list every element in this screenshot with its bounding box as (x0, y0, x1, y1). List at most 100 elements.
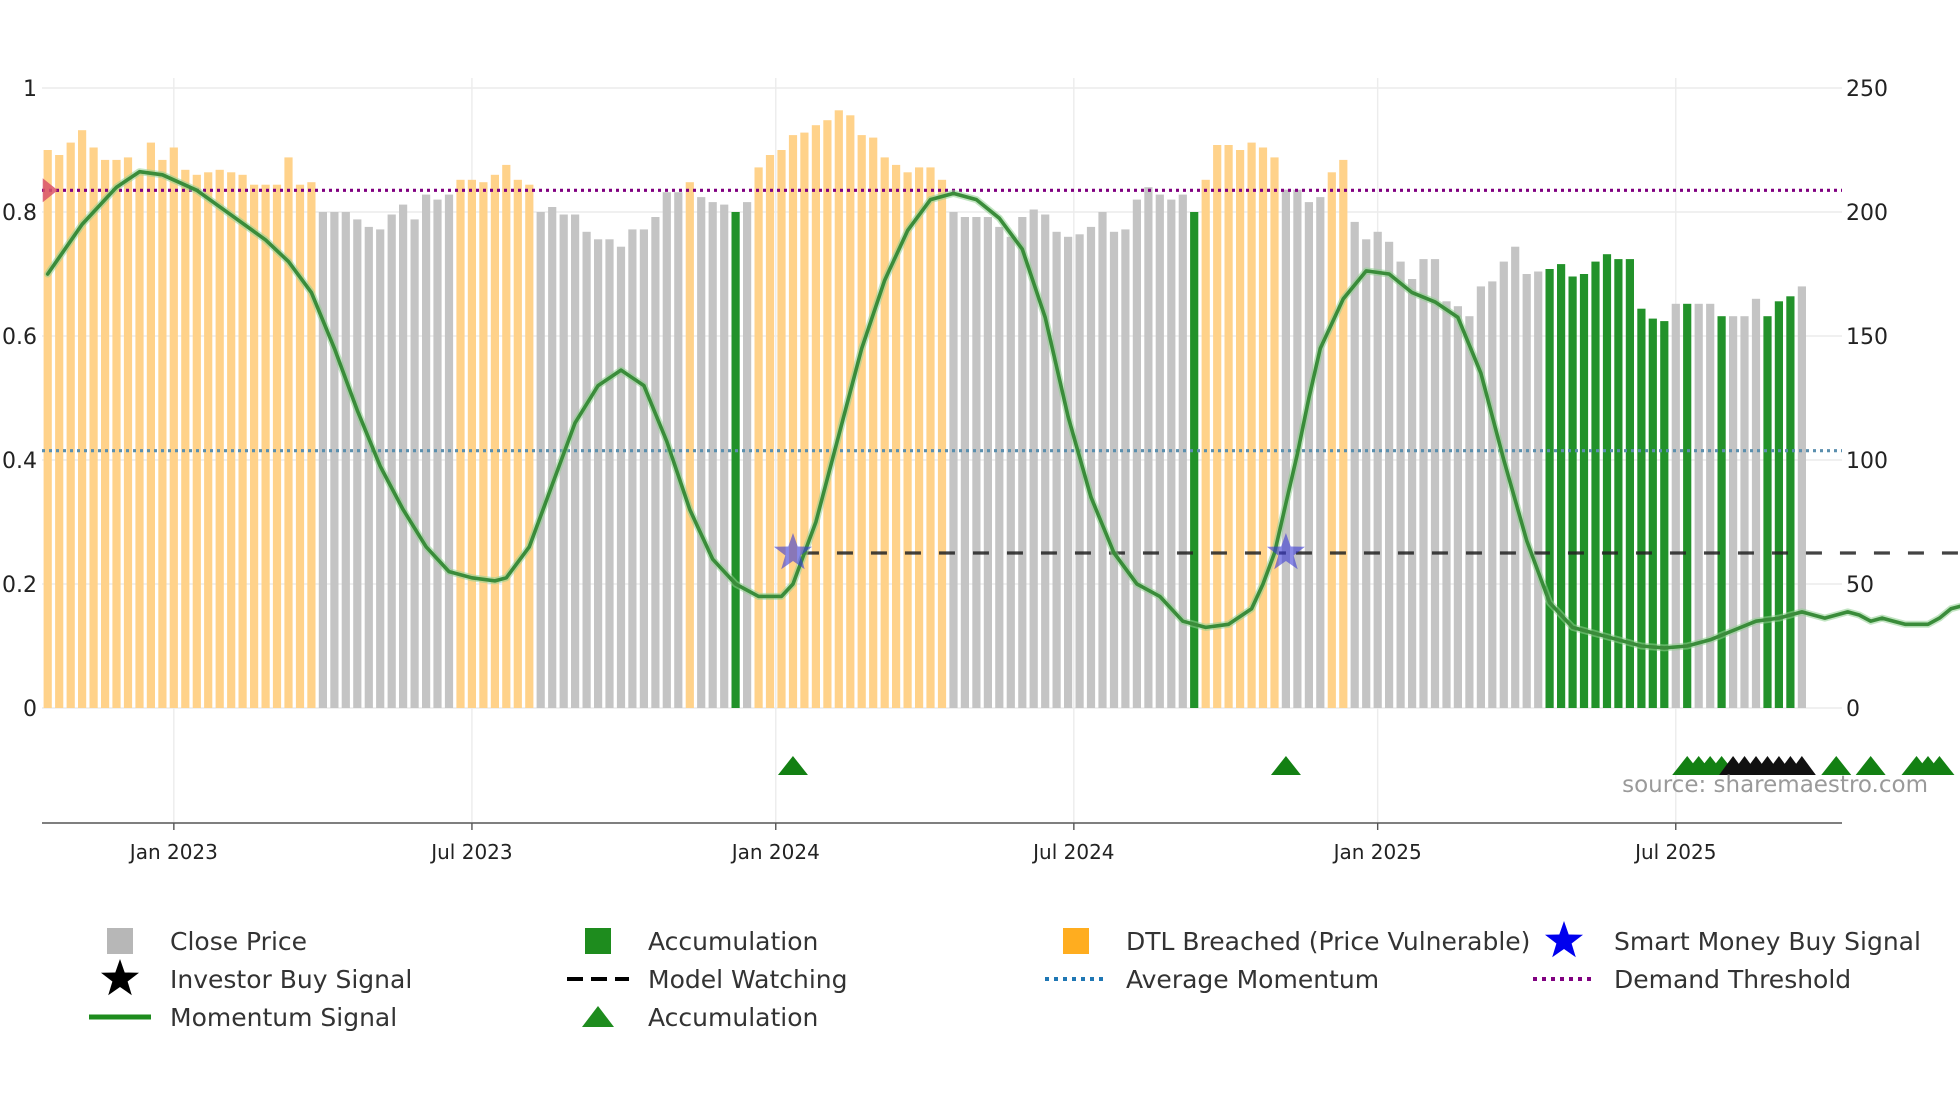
price-bar-3 (78, 130, 87, 708)
price-bar-47 (582, 231, 591, 709)
price-bar-102 (1213, 145, 1222, 708)
price-bar-125 (1476, 286, 1485, 708)
momentum-signal-line (45, 169, 1960, 650)
price-bar-73 (880, 157, 889, 708)
price-bar-95 (1132, 199, 1141, 708)
price-bar-94 (1121, 229, 1130, 708)
smart-money-star-1 (1266, 533, 1305, 570)
legend-swatch-3 (1545, 921, 1583, 958)
price-bar-39 (490, 174, 499, 709)
price-bar-121 (1430, 259, 1440, 708)
price-bar-143 (1683, 303, 1692, 708)
x-tick-label-1: Jul 2023 (429, 840, 512, 864)
legend-item-3: Smart Money Buy Signal (1545, 921, 1921, 958)
price-bar-77 (926, 167, 935, 708)
price-bar-92 (1098, 212, 1107, 708)
price-bar-126 (1488, 281, 1497, 708)
left-tick-label-1: 0.2 (2, 573, 37, 598)
price-bar-51 (628, 229, 637, 708)
price-bar-55 (674, 192, 683, 708)
price-bar-20 (272, 184, 282, 708)
price-bar-38 (479, 182, 488, 708)
price-bar-149 (1751, 298, 1761, 708)
price-bar-9 (146, 142, 155, 709)
legend-swatch-2 (1063, 928, 1089, 954)
price-bar-24 (318, 212, 327, 708)
price-bar-42 (525, 184, 534, 708)
x-tick-label-0: Jan 2023 (128, 840, 218, 864)
smart-money-star-0 (773, 533, 812, 570)
legend-label-7: Demand Threshold (1614, 965, 1851, 994)
price-bar-146 (1717, 316, 1726, 708)
price-bar-33 (422, 194, 431, 709)
price-bar-112 (1327, 172, 1336, 709)
price-bar-127 (1499, 261, 1508, 708)
price-bar-60 (731, 212, 740, 708)
price-bar-81 (972, 217, 981, 708)
price-bar-123 (1453, 306, 1462, 708)
price-bar-124 (1465, 316, 1474, 708)
right-tick-label-1: 50 (1846, 573, 1874, 598)
legend-label-0: Close Price (170, 927, 307, 956)
price-bar-58 (708, 202, 717, 708)
price-bar-40 (502, 164, 511, 708)
x-tick-label-3: Jul 2024 (1031, 840, 1114, 864)
price-bar-107 (1270, 157, 1279, 708)
price-bar-111 (1316, 197, 1325, 708)
price-bar-69 (834, 110, 843, 709)
right-tick-label-2: 100 (1846, 449, 1888, 474)
price-bar-114 (1350, 221, 1359, 708)
price-bar-150 (1763, 316, 1772, 708)
price-bar-86 (1029, 209, 1038, 708)
price-bar-5 (101, 159, 110, 708)
price-bar-148 (1740, 316, 1749, 708)
price-bar-7 (123, 157, 133, 708)
price-bar-49 (605, 239, 614, 709)
right-tick-label-4: 200 (1846, 201, 1888, 226)
right-tick-label-0: 0 (1846, 697, 1860, 722)
legend-label-2: DTL Breached (Price Vulnerable) (1126, 927, 1530, 956)
price-bar-43 (536, 212, 545, 708)
price-bar-97 (1155, 194, 1164, 709)
price-bar-61 (743, 202, 752, 708)
price-bar-32 (410, 219, 419, 708)
price-bar-88 (1052, 231, 1061, 709)
x-tick-label-2: Jan 2024 (730, 840, 820, 864)
price-bar-138 (1625, 259, 1634, 708)
price-bar-85 (1018, 217, 1027, 708)
price-bar-2 (66, 142, 75, 709)
price-bar-1 (55, 155, 64, 708)
price-bar-137 (1614, 259, 1623, 708)
left-tick-label-5: 1 (23, 77, 37, 102)
left-tick-label-3: 0.6 (2, 325, 37, 350)
price-bar-68 (823, 120, 832, 708)
price-bar-48 (594, 239, 603, 709)
legend-item-1: Accumulation (585, 927, 818, 956)
price-bar-41 (513, 179, 522, 709)
legend-label-3: Smart Money Buy Signal (1614, 927, 1921, 956)
investor-buy-triangle-6 (1787, 756, 1816, 775)
price-bar-78 (937, 179, 947, 709)
price-bar-108 (1281, 189, 1290, 708)
legend-item-0: Close Price (107, 927, 307, 956)
price-bar-53 (651, 217, 660, 708)
price-bar-64 (777, 150, 786, 708)
price-bar-115 (1362, 239, 1371, 709)
accumulation-triangle-0 (777, 756, 808, 775)
price-bar-105 (1247, 142, 1256, 709)
price-bar-46 (571, 214, 580, 708)
price-bar-71 (857, 135, 866, 709)
price-bar-75 (903, 172, 912, 709)
legend: Close Price Accumulation DTL Breached (Pri… (89, 921, 1921, 1032)
right-tick-label-5: 250 (1846, 77, 1888, 102)
legend-item-7: Demand Threshold (1533, 965, 1851, 994)
legend-swatch-4 (101, 959, 139, 996)
price-bar-70 (846, 115, 855, 709)
price-bar-72 (869, 137, 878, 709)
price-bar-144 (1694, 303, 1703, 708)
legend-label-9: Accumulation (648, 1003, 818, 1032)
price-bar-136 (1602, 254, 1612, 708)
accumulation-triangle-6 (1821, 756, 1852, 775)
price-bar-52 (639, 229, 648, 708)
price-bar-134 (1579, 274, 1589, 708)
